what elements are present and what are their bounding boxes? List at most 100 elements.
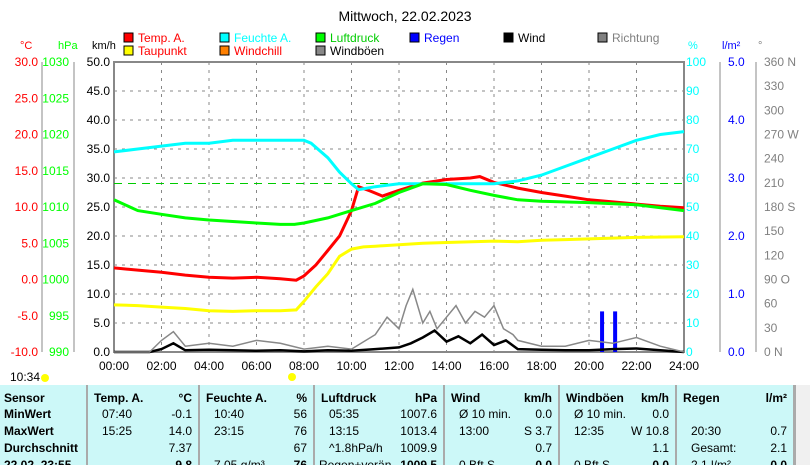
y-tick-label-pressure: 995 bbox=[49, 309, 69, 323]
y-tick-label-temp: -5.0 bbox=[17, 309, 38, 323]
cell-value: 1013.4 bbox=[400, 424, 437, 438]
series-luftdruck bbox=[113, 182, 685, 226]
y-tick-label-rain: 1.0 bbox=[728, 287, 745, 301]
y-tick-label-direction: 300 bbox=[764, 103, 784, 117]
legend-label: Luftdruck bbox=[330, 31, 380, 45]
cell-label: 22.02. 23:55 bbox=[4, 458, 72, 465]
cell-value: 0.0 bbox=[535, 407, 552, 421]
series-taupunkt bbox=[113, 235, 685, 313]
cell-label: Regen bbox=[683, 391, 720, 405]
y-tick-label-wind: 35.0 bbox=[87, 142, 111, 156]
y-tick-label-humidity: 60 bbox=[686, 171, 700, 185]
cell-label: ^1.8hPa/h bbox=[329, 441, 383, 455]
cell-label: Luftdruck bbox=[321, 391, 377, 405]
legend-swatch bbox=[503, 32, 514, 43]
cell-label: 12:35 bbox=[574, 424, 605, 438]
x-tick-label: 04:00 bbox=[194, 359, 224, 373]
cell-label: Temp. A. bbox=[94, 391, 144, 405]
x-tick-label: 22:00 bbox=[621, 359, 651, 373]
x-tick-label: 02:00 bbox=[146, 359, 176, 373]
x-tick-label: 08:00 bbox=[289, 359, 319, 373]
y-tick-label-direction: 360 N bbox=[764, 55, 796, 69]
legend-label: Richtung bbox=[612, 31, 659, 45]
legend-swatch bbox=[409, 32, 420, 43]
cell-value: 0.0 bbox=[652, 458, 669, 465]
cell-label: 20:30 bbox=[691, 424, 722, 438]
y-tick-label-humidity: 80 bbox=[686, 113, 700, 127]
y-tick-label-humidity: 70 bbox=[686, 142, 700, 156]
cell-value: hPa bbox=[414, 391, 437, 405]
x-tick-label: 00:00 bbox=[99, 359, 129, 373]
cell-label: MinWert bbox=[4, 407, 52, 421]
cell-value: S 3.7 bbox=[523, 424, 552, 438]
y-tick-label-wind: 50.0 bbox=[87, 55, 111, 69]
cell-label: 7.05 g/m³ bbox=[214, 458, 265, 465]
chart-title: Mittwoch, 22.02.2023 bbox=[338, 8, 471, 24]
cell-label: 13:00 bbox=[459, 424, 490, 438]
current-time: 10:34 bbox=[10, 370, 41, 384]
x-tick-label: 24:00 bbox=[669, 359, 699, 373]
cell-label: 15:25 bbox=[102, 424, 133, 438]
series-wind bbox=[114, 328, 685, 354]
y-tick-label-wind: 10.0 bbox=[87, 287, 111, 301]
y-tick-label-wind: 5.0 bbox=[93, 316, 110, 330]
cell-label: 23:15 bbox=[214, 424, 245, 438]
cell-value: 1009.9 bbox=[400, 441, 437, 455]
stats-table: Sensor MinWert MaxWert Durchschnitt 22.02. 2… bbox=[0, 385, 795, 465]
legend-label: Wind bbox=[518, 31, 545, 45]
cell-label: Ø 10 min. bbox=[459, 407, 512, 421]
y-tick-label-direction: 60 bbox=[764, 297, 778, 311]
cell-label: 05:35 bbox=[329, 407, 360, 421]
y-tick-label-rain: 4.0 bbox=[728, 113, 745, 127]
cell-label: Feuchte A. bbox=[206, 391, 267, 405]
legend-label: Regen bbox=[424, 31, 459, 45]
y-tick-label-pressure: 1005 bbox=[42, 236, 69, 250]
cell-value: 0.0 bbox=[535, 458, 552, 465]
x-tick-label: 10:00 bbox=[336, 359, 366, 373]
cell-value: 14.0 bbox=[168, 424, 192, 438]
x-tick-label: 20:00 bbox=[574, 359, 604, 373]
y-tick-label-temp: 20.0 bbox=[15, 128, 39, 142]
x-tick-label: 12:00 bbox=[384, 359, 414, 373]
cell-value: 7.37 bbox=[168, 441, 192, 455]
cell-value: 2.1 bbox=[770, 441, 787, 455]
legend-label: Windchill bbox=[234, 44, 282, 58]
legend-swatch bbox=[123, 32, 134, 43]
legend-label: Windböen bbox=[330, 44, 384, 58]
y-tick-label-rain: 5.0 bbox=[728, 55, 745, 69]
y-tick-label-temp: -10.0 bbox=[11, 345, 39, 359]
rain-bar bbox=[613, 311, 618, 352]
series-feuchte-a- bbox=[113, 130, 685, 192]
cell-value: km/h bbox=[523, 391, 552, 405]
cell-label: 0 Bft S bbox=[459, 458, 496, 465]
y-tick-label-temp: 25.0 bbox=[15, 91, 39, 105]
y-tick-label-wind: 25.0 bbox=[87, 200, 111, 214]
cell-label: Regen+verän bbox=[319, 458, 392, 465]
y-tick-label-humidity: 20 bbox=[686, 287, 700, 301]
y-tick-label-pressure: 1020 bbox=[42, 128, 69, 142]
cell-value: l/m² bbox=[765, 391, 787, 405]
axis-unit-humidity: % bbox=[688, 40, 698, 52]
y-tick-label-temp: 0.0 bbox=[21, 273, 38, 287]
y-tick-label-humidity: 10 bbox=[686, 316, 700, 330]
y-tick-label-direction: 240 bbox=[764, 152, 784, 166]
y-tick-label-pressure: 1025 bbox=[42, 91, 69, 105]
y-tick-label-direction: 330 bbox=[764, 79, 784, 93]
y-tick-label-rain: 3.0 bbox=[728, 171, 745, 185]
cell-value: 0.7 bbox=[770, 424, 787, 438]
cell-label: 2.1 l/m² bbox=[691, 458, 732, 465]
axis-unit-pressure: hPa bbox=[58, 40, 78, 52]
cell-value: °C bbox=[178, 391, 192, 405]
y-tick-label-direction: 210 bbox=[764, 176, 784, 190]
legend-swatch bbox=[123, 45, 134, 56]
series-temp-a- bbox=[113, 175, 685, 282]
legend-label: Temp. A. bbox=[138, 31, 185, 45]
y-tick-label-pressure: 1010 bbox=[42, 200, 69, 214]
cell-label: Ø 10 min. bbox=[574, 407, 627, 421]
sun-icon bbox=[288, 373, 296, 381]
x-tick-label: 16:00 bbox=[479, 359, 509, 373]
y-tick-label-direction: 120 bbox=[764, 248, 784, 262]
table-column: Regen l/m² 20:30 0.7 Gesamt: 2.1 2.1 l/m² 0.0 bbox=[677, 385, 795, 465]
scrollbar[interactable] bbox=[795, 385, 810, 465]
sunrise-icon bbox=[41, 374, 49, 382]
